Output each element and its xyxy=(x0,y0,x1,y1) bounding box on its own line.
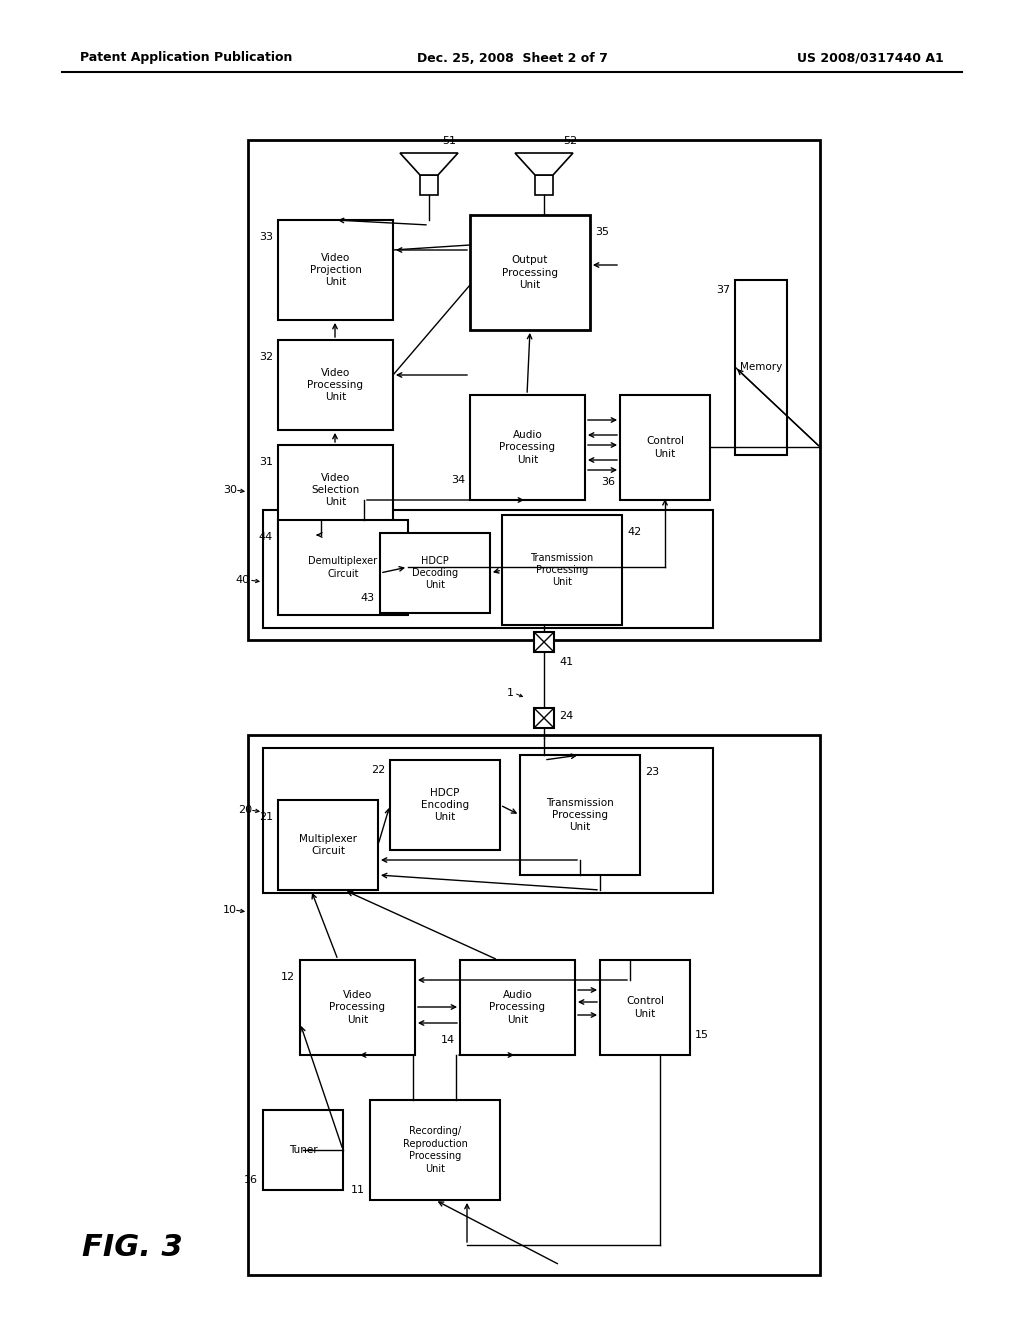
Bar xyxy=(620,395,710,500)
Text: 33: 33 xyxy=(259,232,273,242)
Text: Tuner: Tuner xyxy=(289,1144,317,1155)
Text: US 2008/0317440 A1: US 2008/0317440 A1 xyxy=(798,51,944,65)
Text: 31: 31 xyxy=(259,457,273,467)
Polygon shape xyxy=(400,153,458,176)
Bar xyxy=(278,445,393,535)
Text: 14: 14 xyxy=(441,1035,455,1045)
Bar xyxy=(420,176,438,195)
Text: 44: 44 xyxy=(259,532,273,543)
Text: Memory: Memory xyxy=(740,363,782,372)
Text: 22: 22 xyxy=(371,766,385,775)
Text: 36: 36 xyxy=(601,477,615,487)
Bar xyxy=(278,520,408,615)
Text: 15: 15 xyxy=(695,1030,709,1040)
Bar xyxy=(520,755,640,875)
Text: Video
Processing
Unit: Video Processing Unit xyxy=(307,367,364,403)
Text: Control
Unit: Control Unit xyxy=(646,437,684,459)
Text: 1: 1 xyxy=(507,688,514,698)
Text: Dec. 25, 2008  Sheet 2 of 7: Dec. 25, 2008 Sheet 2 of 7 xyxy=(417,51,607,65)
Text: Control
Unit: Control Unit xyxy=(626,997,664,1019)
Text: 16: 16 xyxy=(244,1175,258,1185)
Text: Audio
Processing
Unit: Audio Processing Unit xyxy=(500,430,555,465)
Text: Video
Processing
Unit: Video Processing Unit xyxy=(330,990,385,1024)
Text: 42: 42 xyxy=(627,527,641,537)
Bar xyxy=(600,960,690,1055)
Text: 23: 23 xyxy=(645,767,659,777)
Bar xyxy=(390,760,500,850)
Text: 10: 10 xyxy=(223,906,237,915)
Text: 40: 40 xyxy=(236,576,250,585)
Bar xyxy=(535,176,553,195)
Text: 41: 41 xyxy=(559,657,573,667)
Text: Audio
Processing
Unit: Audio Processing Unit xyxy=(489,990,546,1024)
Bar xyxy=(460,960,575,1055)
Text: Multiplexer
Circuit: Multiplexer Circuit xyxy=(299,834,357,857)
Bar xyxy=(380,533,490,612)
Text: Patent Application Publication: Patent Application Publication xyxy=(80,51,293,65)
Bar xyxy=(470,395,585,500)
Bar xyxy=(502,515,622,624)
Bar xyxy=(735,280,787,455)
Text: 43: 43 xyxy=(360,593,375,603)
Text: Transmission
Processing
Unit: Transmission Processing Unit xyxy=(530,553,594,587)
Text: FIG. 3: FIG. 3 xyxy=(82,1233,182,1262)
Text: 37: 37 xyxy=(716,285,730,294)
Bar xyxy=(534,708,554,729)
Text: 20: 20 xyxy=(238,805,252,814)
Text: 51: 51 xyxy=(442,136,456,147)
Text: 12: 12 xyxy=(281,972,295,982)
Text: HDCP
Encoding
Unit: HDCP Encoding Unit xyxy=(421,788,469,822)
Text: Video
Projection
Unit: Video Projection Unit xyxy=(309,252,361,288)
Text: 52: 52 xyxy=(563,136,578,147)
Text: 11: 11 xyxy=(351,1185,365,1195)
Bar xyxy=(300,960,415,1055)
Text: Video
Selection
Unit: Video Selection Unit xyxy=(311,473,359,507)
Bar xyxy=(248,140,820,640)
Bar xyxy=(263,510,713,628)
Bar xyxy=(278,800,378,890)
Polygon shape xyxy=(515,153,573,176)
Text: Output
Processing
Unit: Output Processing Unit xyxy=(502,255,558,290)
Bar xyxy=(248,735,820,1275)
Bar xyxy=(278,341,393,430)
Bar xyxy=(470,215,590,330)
Text: 30: 30 xyxy=(223,484,237,495)
Bar xyxy=(278,220,393,319)
Bar xyxy=(534,632,554,652)
Text: 32: 32 xyxy=(259,352,273,362)
Text: Demultiplexer
Circuit: Demultiplexer Circuit xyxy=(308,556,378,578)
Text: 21: 21 xyxy=(259,812,273,822)
Text: 35: 35 xyxy=(595,227,609,238)
Text: 34: 34 xyxy=(451,475,465,484)
Text: 24: 24 xyxy=(559,711,573,721)
Text: Transmission
Processing
Unit: Transmission Processing Unit xyxy=(546,797,613,833)
Bar xyxy=(370,1100,500,1200)
Bar xyxy=(263,1110,343,1191)
Bar xyxy=(263,748,713,894)
Text: HDCP
Decoding
Unit: HDCP Decoding Unit xyxy=(412,556,458,590)
Text: Recording/
Reproduction
Processing
Unit: Recording/ Reproduction Processing Unit xyxy=(402,1126,467,1173)
